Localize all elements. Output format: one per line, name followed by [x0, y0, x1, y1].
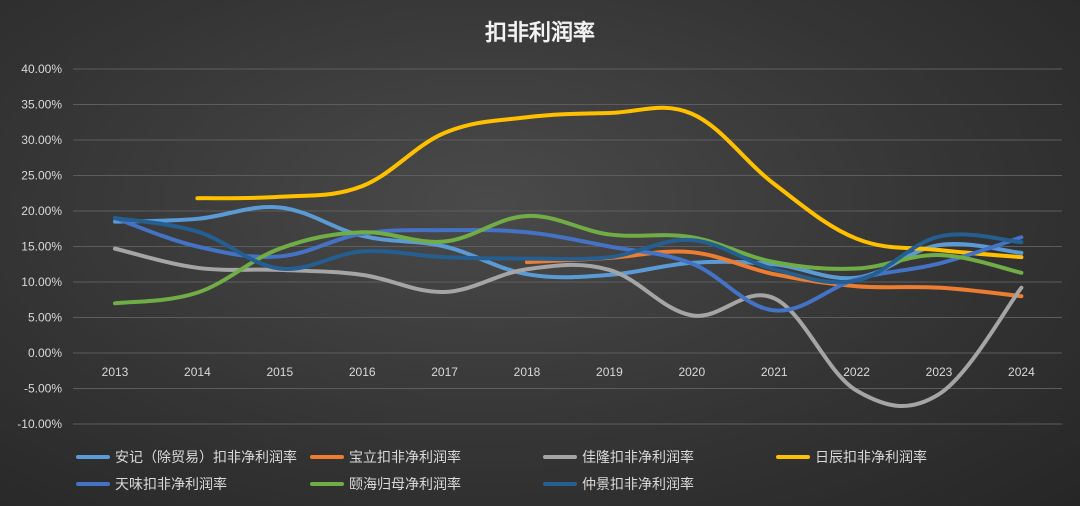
- y-tick-label: -10.00%: [17, 417, 62, 431]
- x-tick-label: 2015: [266, 365, 293, 379]
- x-tick-label: 2018: [514, 365, 541, 379]
- x-tick-label: 2023: [926, 365, 953, 379]
- series-lines: [113, 105, 1024, 408]
- x-tick-label: 2017: [431, 365, 458, 379]
- y-tick-label: -5.00%: [24, 382, 62, 396]
- legend-label: 佳隆扣非净利润率: [582, 449, 694, 466]
- x-tick-label: 2013: [102, 365, 129, 379]
- x-tick-label: 2020: [678, 365, 705, 379]
- y-tick-label: 5.00%: [28, 311, 62, 325]
- x-tick-label: 2024: [1008, 365, 1035, 379]
- x-tick-label: 2022: [843, 365, 870, 379]
- y-axis-ticks: 40.00% 35.00% 30.00% 25.00% 20.00% 15.00% 10.0…: [17, 62, 62, 431]
- x-tick-label: 2016: [349, 365, 376, 379]
- x-tick-label: 2021: [761, 365, 788, 379]
- legend-label: 仲景扣非净利润率: [582, 476, 694, 493]
- x-tick-label: 2019: [596, 365, 623, 379]
- legend-label: 日辰扣非净利润率: [815, 449, 927, 466]
- chart-title: 扣非利润率: [485, 20, 595, 46]
- x-axis-ticks: 2013 2014 2015 2016 2017 2018 2019 2020 2021 2022…: [102, 365, 1035, 379]
- y-tick-label: 10.00%: [21, 275, 62, 289]
- y-tick-label: 25.00%: [21, 169, 62, 183]
- y-tick-label: 15.00%: [21, 240, 62, 254]
- y-tick-label: 35.00%: [21, 98, 62, 112]
- gridlines: [73, 68, 1062, 425]
- y-tick-label: 0.00%: [28, 346, 62, 360]
- legend-label: 宝立扣非净利润率: [349, 449, 461, 466]
- series-line-3: [195, 105, 1024, 260]
- y-tick-label: 20.00%: [21, 204, 62, 218]
- legend-label: 天味扣非净利润率: [115, 476, 227, 493]
- series-line-6: [113, 216, 1024, 285]
- x-tick-label: 2014: [184, 365, 211, 379]
- series-line-5: [113, 213, 1024, 306]
- y-tick-label: 30.00%: [21, 133, 62, 147]
- legend: 安记（除贸易）扣非净利润率 宝立扣非净利润率 佳隆扣非净利润率 日辰扣非净利润率天味扣…: [76, 449, 927, 493]
- legend-label: 安记（除贸易）扣非净利润率: [115, 449, 297, 466]
- y-tick-label: 40.00%: [21, 62, 62, 76]
- legend-label: 颐海归母净利润率: [349, 476, 461, 493]
